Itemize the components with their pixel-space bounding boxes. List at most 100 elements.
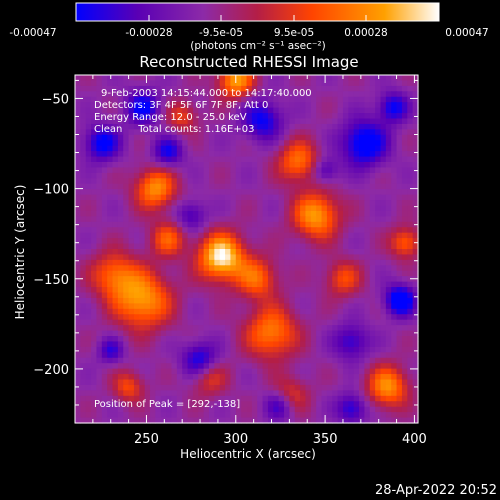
heatmap-cell <box>107 341 114 348</box>
heatmap-cell <box>375 287 382 294</box>
heatmap-cell <box>187 265 194 272</box>
heatmap-cell <box>289 113 296 120</box>
heatmap-cell <box>337 368 344 375</box>
heatmap-cell <box>342 91 349 98</box>
heatmap-cell <box>214 379 221 386</box>
heatmap-cell <box>321 276 328 283</box>
heatmap-cell <box>219 113 226 120</box>
heatmap-cell <box>380 189 387 196</box>
heatmap-cell <box>326 189 333 196</box>
heatmap-cell <box>107 297 114 304</box>
heatmap-cell <box>348 281 355 288</box>
heatmap-cell <box>369 145 376 152</box>
heatmap-cell <box>198 412 205 419</box>
heatmap-cell <box>75 145 81 152</box>
heatmap-cell <box>144 297 151 304</box>
heatmap-cell <box>289 412 296 419</box>
heatmap-cell <box>289 336 296 343</box>
heatmap-cell <box>171 200 178 207</box>
heatmap-cell <box>294 417 301 424</box>
heatmap-cell <box>75 374 81 381</box>
heatmap-cell <box>101 91 108 98</box>
heatmap-cell <box>96 232 103 239</box>
heatmap-cell <box>230 80 237 87</box>
heatmap-cell <box>407 221 414 228</box>
heatmap-cell <box>144 352 151 359</box>
heatmap-cell <box>139 123 146 130</box>
heatmap-cell <box>316 281 323 288</box>
heatmap-cell <box>289 303 296 310</box>
heatmap-cell <box>310 85 317 92</box>
heatmap-cell <box>407 292 414 299</box>
heatmap-cell <box>214 167 221 174</box>
heatmap-cell <box>380 276 387 283</box>
heatmap-cell <box>139 113 146 120</box>
heatmap-cell <box>182 395 189 402</box>
heatmap-cell <box>321 281 328 288</box>
heatmap-cell <box>101 172 108 179</box>
heatmap-cell <box>412 265 419 272</box>
heatmap-cell <box>112 189 119 196</box>
heatmap-cell <box>139 183 146 190</box>
heatmap-cell <box>278 210 285 217</box>
heatmap-cell <box>123 368 130 375</box>
heatmap-cell <box>133 346 140 353</box>
heatmap-cell <box>128 297 135 304</box>
heatmap-cell <box>171 374 178 381</box>
heatmap-cell <box>316 276 323 283</box>
heatmap-cell <box>128 232 135 239</box>
heatmap-cell <box>112 352 119 359</box>
heatmap-cell <box>198 140 205 147</box>
heatmap-cell <box>85 129 92 136</box>
heatmap-cell <box>294 102 301 109</box>
heatmap-cell <box>359 102 366 109</box>
heatmap-cell <box>326 102 333 109</box>
heatmap-cell <box>235 254 242 261</box>
heatmap-cell <box>375 129 382 136</box>
heatmap-cell <box>192 406 199 413</box>
heatmap-cell <box>150 96 156 103</box>
heatmap-cell <box>257 379 264 386</box>
heatmap-cell <box>133 200 140 207</box>
heatmap-cell <box>203 102 210 109</box>
heatmap-cell <box>401 80 408 87</box>
heatmap-cell <box>101 123 108 130</box>
heatmap-cell <box>230 243 237 250</box>
heatmap-cell <box>80 406 87 413</box>
heatmap-cell <box>128 75 135 82</box>
heatmap-cell <box>246 205 253 212</box>
heatmap-cell <box>391 123 398 130</box>
heatmap-cell <box>294 352 301 359</box>
heatmap-cell <box>267 210 274 217</box>
heatmap-cell <box>160 363 167 370</box>
heatmap-cell <box>230 406 237 413</box>
heatmap-cell <box>219 401 226 408</box>
heatmap-cell <box>171 292 178 299</box>
heatmap-cell <box>208 183 215 190</box>
heatmap-cell <box>96 172 103 179</box>
heatmap-cell <box>176 205 183 212</box>
heatmap-cell <box>91 357 98 364</box>
heatmap-cell <box>133 287 140 294</box>
heatmap-cell <box>391 281 398 288</box>
heatmap-cell <box>337 314 344 321</box>
heatmap-cell <box>219 194 226 201</box>
heatmap-cell <box>278 346 285 353</box>
heatmap-cell <box>230 314 237 321</box>
heatmap-cell <box>380 107 387 114</box>
heatmap-cell <box>144 75 151 82</box>
heatmap-cell <box>198 172 205 179</box>
heatmap-cell <box>348 145 355 152</box>
heatmap-cell <box>75 249 81 256</box>
heatmap-cell <box>321 265 328 272</box>
heatmap-cell <box>171 254 178 261</box>
heatmap-cell <box>235 308 242 315</box>
heatmap-cell <box>359 270 366 277</box>
heatmap-cell <box>289 390 296 397</box>
heatmap-cell <box>160 243 167 250</box>
heatmap-cell <box>144 210 151 217</box>
heatmap-cell <box>380 243 387 250</box>
heatmap-cell <box>219 118 226 125</box>
heatmap-cell <box>289 292 296 299</box>
heatmap-cell <box>166 401 173 408</box>
